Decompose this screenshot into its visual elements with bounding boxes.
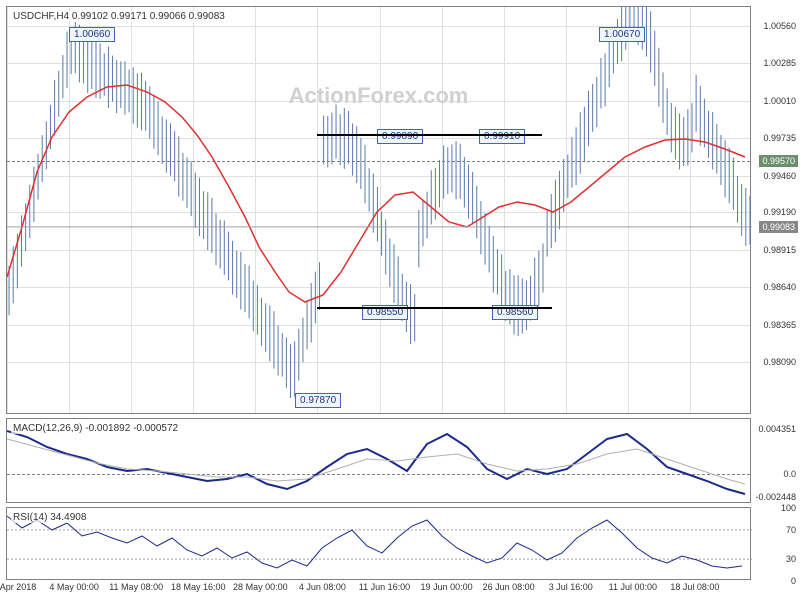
- price-chart[interactable]: ActionForex.com USDCHF,H4 0.99102 0.9917…: [6, 6, 751, 414]
- rsi-svg: [7, 508, 752, 581]
- price-y-axis: 0.980900.983650.986400.989150.991900.994…: [750, 7, 798, 413]
- rsi-chart[interactable]: RSI(14) 34.4908 03070100: [6, 507, 751, 580]
- rsi-title: RSI(14) 34.4908: [11, 512, 88, 523]
- price-chart-svg: [7, 7, 752, 415]
- price-chart-title: USDCHF,H4 0.99102 0.99171 0.99066 0.9908…: [11, 11, 227, 22]
- macd-title: MACD(12,26,9) -0.001892 -0.000572: [11, 423, 180, 434]
- macd-y-axis: 0.0043510.0-0.002448: [750, 419, 798, 502]
- macd-chart[interactable]: MACD(12,26,9) -0.001892 -0.000572 0.0043…: [6, 418, 751, 503]
- rsi-y-axis: 03070100: [750, 508, 798, 579]
- time-x-axis: 26 Apr 20184 May 00:0011 May 08:0018 May…: [6, 582, 751, 598]
